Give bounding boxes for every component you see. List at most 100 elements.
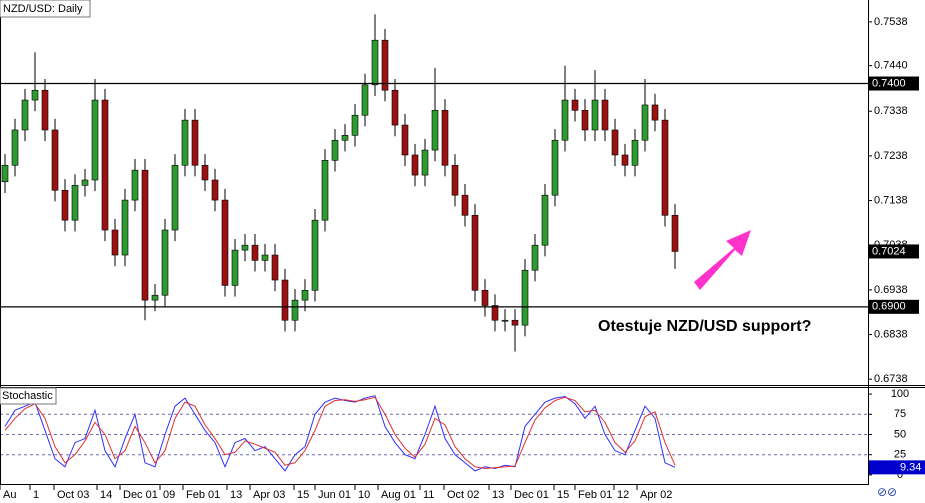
- candle-body: [571, 99, 579, 111]
- candle-body: [241, 244, 249, 251]
- icon: ⊘⊘: [877, 485, 897, 499]
- candle-body: [551, 139, 559, 196]
- candle-body: [451, 164, 459, 196]
- candle-body: [31, 89, 39, 101]
- candle-body: [141, 169, 149, 301]
- candle-body: [381, 39, 389, 91]
- x-tick-label: Au: [3, 489, 16, 501]
- candle-body: [531, 244, 539, 271]
- x-tick-label: Feb 01: [578, 489, 612, 501]
- candle-body: [281, 279, 289, 321]
- candle-body: [601, 99, 609, 131]
- x-tick-label: 11: [423, 489, 434, 501]
- candle-body: [251, 244, 259, 261]
- x-tick-label: 13: [230, 489, 242, 501]
- stochastic-panel: 100 75 50 25 09.34: [0, 388, 925, 481]
- candle-body: [441, 110, 449, 166]
- candle-body: [331, 139, 339, 161]
- y-tick-label: 25: [894, 449, 906, 461]
- candle-body: [221, 199, 229, 286]
- candle-body: [391, 89, 399, 126]
- chart-title: NZD/USD: Daily: [3, 3, 83, 15]
- x-tick-label: Oct 02: [447, 489, 479, 501]
- candle-body: [661, 119, 669, 216]
- candle-body: [41, 89, 49, 131]
- x-tick-label: Jun 01: [318, 489, 351, 501]
- candle-body: [151, 294, 159, 301]
- stochastic-line: [4, 396, 676, 469]
- annotation: Otestuje NZD/USD support?: [598, 318, 811, 335]
- candle-body: [161, 229, 169, 296]
- candle-body: [371, 39, 379, 86]
- candle-body: [11, 129, 19, 166]
- candle-body: [121, 199, 129, 256]
- candle-body: [131, 169, 139, 201]
- candle-body: [201, 164, 209, 181]
- candle-body: [671, 214, 679, 252]
- level-label: 0.6900: [872, 301, 906, 313]
- candle-body: [421, 149, 429, 176]
- candle-body: [321, 160, 329, 221]
- x-tick-label: Dec 01: [514, 489, 549, 501]
- candle-body: [81, 179, 89, 186]
- candle-body: [351, 114, 359, 136]
- candle-body: [1, 164, 9, 183]
- level-label-box: [869, 76, 919, 91]
- candle-body: [501, 319, 509, 322]
- candle-body: [641, 104, 649, 141]
- price-panel: 0.75380.74400.73380.72380.71380.70380.69…: [0, 14, 919, 385]
- candle-body: [91, 99, 99, 181]
- candle-body: [471, 214, 479, 291]
- candle-body: [181, 119, 189, 166]
- candle-body: [401, 124, 409, 156]
- candle-body: [511, 319, 519, 326]
- title-box: [0, 0, 91, 18]
- candle-body: [271, 254, 279, 281]
- candle-body: [191, 119, 199, 166]
- y-tick-label: 0.6838: [874, 328, 908, 340]
- x-tick-label: Apr 02: [640, 489, 672, 501]
- candle-body: [311, 219, 319, 291]
- candle-body: [51, 129, 59, 191]
- arrow: [694, 230, 751, 290]
- candle-body: [291, 299, 299, 321]
- candle-body: [431, 110, 439, 151]
- candle-body: [561, 99, 569, 141]
- candle-body: [631, 139, 639, 166]
- candle-body: [591, 99, 599, 131]
- candle-body: [21, 99, 29, 131]
- candle-body: [301, 290, 309, 301]
- value-label-box: [869, 460, 925, 475]
- candle-body: [521, 269, 529, 326]
- x-tick-label: 14: [100, 489, 112, 501]
- y-tick-label: 0.7238: [874, 150, 908, 162]
- candle-body: [621, 154, 629, 166]
- x-tick-label: 1: [33, 489, 39, 501]
- value-label: 9.34: [900, 461, 921, 473]
- x-tick-label: 09: [163, 489, 175, 501]
- y-tick-label: 0: [897, 469, 903, 481]
- candle-body: [481, 290, 489, 306]
- candle-body: [581, 110, 589, 131]
- candle-body: [411, 154, 419, 176]
- candle-body: [651, 104, 659, 121]
- x-tick-label: Dec 01: [123, 489, 158, 501]
- x-tick-label: 13: [492, 489, 504, 501]
- y-tick-label: 75: [894, 408, 906, 420]
- y-tick-label: 0.6738: [874, 373, 908, 385]
- x-tick-label: 10: [358, 489, 370, 501]
- candle-body: [361, 84, 369, 116]
- price-label-box: [869, 244, 919, 259]
- price-label: 0.7024: [872, 245, 906, 257]
- y-tick-label: 50: [894, 428, 906, 440]
- panel-title-box: [0, 387, 57, 405]
- candle-body: [341, 135, 349, 141]
- y-tick-label: 0.7338: [874, 105, 908, 117]
- level-label: 0.7400: [872, 77, 906, 89]
- x-tick-label: Feb 01: [186, 489, 220, 501]
- x-tick-label: 15: [557, 489, 569, 501]
- panel-title: Stochastic: [2, 390, 53, 402]
